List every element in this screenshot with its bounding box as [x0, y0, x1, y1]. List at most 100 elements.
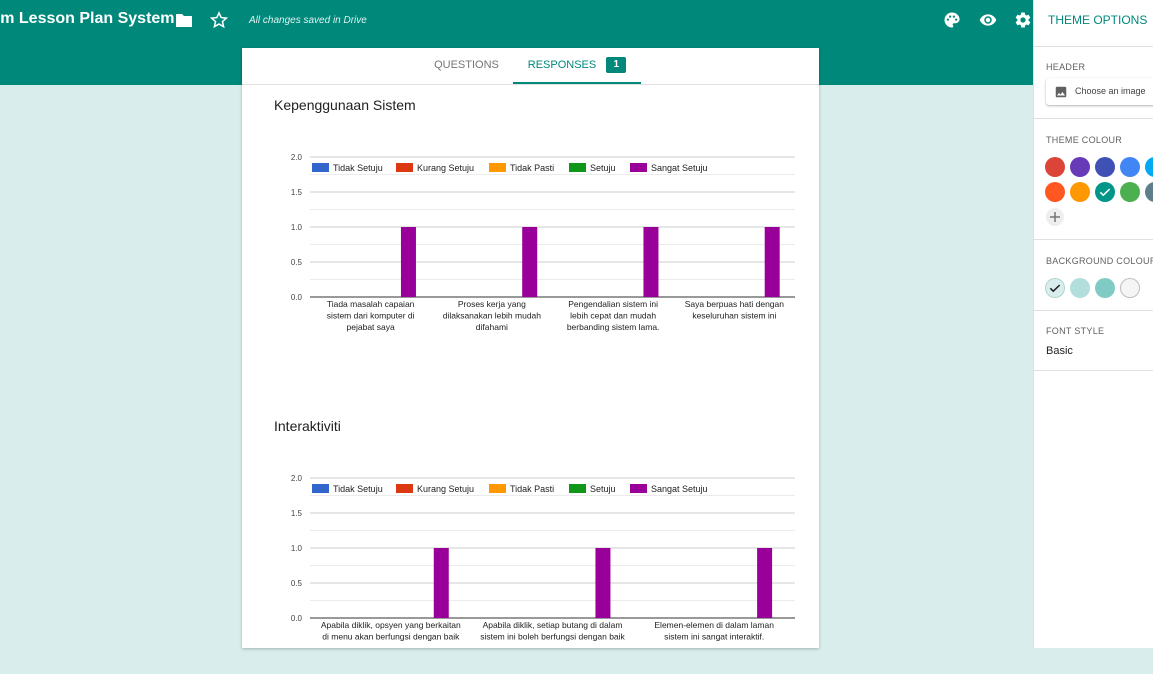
- add-custom-colour-button[interactable]: [1046, 208, 1064, 226]
- plus-icon: [1050, 212, 1060, 222]
- x-category-label: Proses kerja yang: [458, 299, 526, 309]
- legend-label: Tidak Setuju: [333, 163, 383, 173]
- x-category-label: Tiada masalah capaian: [327, 299, 415, 309]
- choose-image-label: Choose an image: [1075, 86, 1146, 96]
- legend-swatch: [569, 163, 586, 172]
- background-colour-swatch[interactable]: [1045, 278, 1065, 298]
- y-tick-label: 2.0: [291, 153, 303, 162]
- x-category-label: Apabila diklik, setiap butang di dalam: [483, 620, 623, 630]
- tab-responses-label: RESPONSES: [527, 59, 597, 71]
- x-category-label: sistem dari komputer di: [327, 311, 415, 321]
- y-tick-label: 1.0: [291, 223, 303, 232]
- bar: [595, 548, 611, 618]
- legend-label: Tidak Setuju: [333, 484, 383, 494]
- section-title: Kepenggunaan Sistem: [274, 97, 416, 113]
- x-category-label: difahami: [476, 322, 508, 332]
- legend-swatch: [396, 163, 413, 172]
- bar: [522, 227, 538, 297]
- theme-colour-swatch[interactable]: [1120, 157, 1140, 177]
- legend-label: Tidak Pasti: [510, 484, 554, 494]
- save-status: All changes saved in Drive: [249, 15, 367, 26]
- gear-icon[interactable]: [1014, 11, 1032, 34]
- x-category-label: pejabat saya: [347, 322, 395, 332]
- divider: [1034, 310, 1153, 311]
- divider: [1034, 118, 1153, 119]
- y-tick-label: 1.5: [291, 509, 303, 518]
- palette-icon[interactable]: [943, 11, 961, 34]
- responses-count-badge: 1: [606, 57, 627, 74]
- legend-label: Sangat Setuju: [651, 163, 708, 173]
- y-tick-label: 1.0: [291, 544, 303, 553]
- responses-card: QUESTIONS RESPONSES 1 Kepenggunaan Sistem…: [242, 48, 819, 648]
- legend-swatch: [312, 163, 329, 172]
- bar-chart-kepenggunaan: 0.0 0.5 1.0 1.5 2.0 Tidak Setuju Kurang Setuju…: [291, 153, 795, 332]
- theme-colour-swatch[interactable]: [1070, 157, 1090, 177]
- eye-icon[interactable]: [978, 11, 998, 34]
- theme-colour-label: THEME COLOUR: [1046, 135, 1123, 145]
- background-colour-swatch[interactable]: [1120, 278, 1140, 298]
- font-style-select[interactable]: Basic: [1046, 345, 1073, 357]
- legend-swatch: [630, 163, 647, 172]
- theme-colour-swatch[interactable]: [1145, 157, 1153, 177]
- legend-label: Setuju: [590, 484, 616, 494]
- y-tick-label: 2.0: [291, 474, 303, 483]
- bar-chart-interaktiviti: 0.0 0.5 1.0 1.5 2.0 Tidak Setuju Kurang Setuju…: [291, 474, 795, 642]
- x-category-label: Apabila diklik, opsyen yang berkaitan: [321, 620, 461, 630]
- legend-swatch: [630, 484, 647, 493]
- bar: [757, 548, 773, 618]
- theme-colour-swatch[interactable]: [1095, 157, 1115, 177]
- theme-colour-swatch[interactable]: [1095, 182, 1115, 202]
- y-tick-label: 0.0: [291, 293, 303, 302]
- background-colour-label: BACKGROUND COLOUR: [1046, 256, 1153, 266]
- divider: [1034, 239, 1153, 240]
- legend-label: Kurang Setuju: [417, 484, 474, 494]
- x-category-label: sistem ini boleh berfungsi dengan baik: [480, 632, 625, 642]
- y-tick-label: 0.5: [291, 579, 303, 588]
- divider: [1034, 370, 1153, 371]
- check-icon: [1099, 188, 1111, 197]
- header-label: HEADER: [1046, 62, 1086, 72]
- x-category-label: Pengendalian sistem ini: [568, 299, 658, 309]
- x-category-label: sistem ini sangat interaktif.: [664, 632, 764, 642]
- x-category-label: Saya berpuas hati dengan: [685, 299, 785, 309]
- theme-colour-swatch[interactable]: [1045, 182, 1065, 202]
- y-tick-label: 1.5: [291, 188, 303, 197]
- legend-label: Kurang Setuju: [417, 163, 474, 173]
- form-tabs: QUESTIONS RESPONSES 1: [242, 48, 819, 85]
- bar: [400, 227, 416, 297]
- tab-responses[interactable]: RESPONSES 1: [513, 48, 641, 84]
- background-colour-swatch[interactable]: [1070, 278, 1090, 298]
- y-tick-label: 0.5: [291, 258, 303, 267]
- folder-icon[interactable]: [175, 12, 193, 33]
- star-icon[interactable]: [209, 11, 229, 34]
- bar: [433, 548, 449, 618]
- legend-label: Tidak Pasti: [510, 163, 554, 173]
- background-colour-swatch[interactable]: [1095, 278, 1115, 298]
- theme-colour-swatch[interactable]: [1070, 182, 1090, 202]
- x-category-label: lebih cepat dan mudah: [570, 311, 656, 321]
- theme-colour-swatch[interactable]: [1120, 182, 1140, 202]
- legend-swatch: [489, 163, 506, 172]
- form-title[interactable]: rm Lesson Plan System: [0, 10, 175, 27]
- legend-swatch: [569, 484, 586, 493]
- bar: [764, 227, 780, 297]
- section-title: Interaktiviti: [274, 418, 341, 434]
- tab-questions[interactable]: QUESTIONS: [422, 48, 511, 82]
- x-category-label: berbanding sistem lama.: [567, 322, 660, 332]
- choose-image-button[interactable]: Choose an image: [1046, 78, 1153, 105]
- legend-swatch: [312, 484, 329, 493]
- y-tick-label: 0.0: [291, 614, 303, 623]
- font-style-label: FONT STYLE: [1046, 326, 1105, 336]
- legend-swatch: [489, 484, 506, 493]
- theme-options-title: THEME OPTIONS: [1048, 13, 1148, 27]
- x-category-label: di menu akan berfungsi dengan baik: [322, 632, 460, 642]
- x-category-label: dilaksanakan lebih mudah: [443, 311, 542, 321]
- legend-label: Sangat Setuju: [651, 484, 708, 494]
- divider: [1034, 46, 1153, 47]
- x-category-label: Elemen-elemen di dalam laman: [654, 620, 774, 630]
- image-icon: [1055, 86, 1067, 98]
- theme-colour-swatch[interactable]: [1045, 157, 1065, 177]
- check-icon: [1049, 284, 1061, 293]
- theme-colour-swatch[interactable]: [1145, 182, 1153, 202]
- legend-swatch: [396, 484, 413, 493]
